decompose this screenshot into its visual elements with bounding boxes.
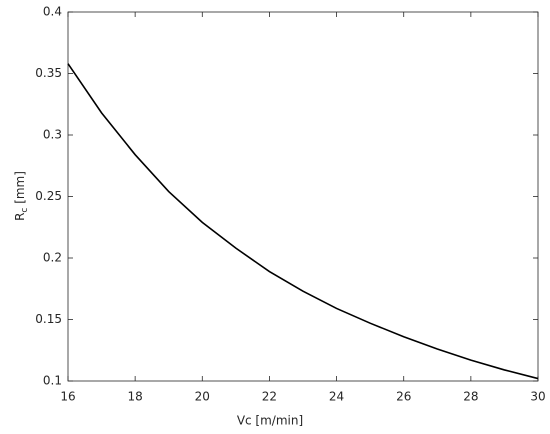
y-tick-label: 0.4 [43, 5, 62, 19]
x-tick-label: 22 [262, 390, 277, 404]
x-tick-label: 18 [128, 390, 143, 404]
y-label-sub: c [20, 208, 30, 213]
line [67, 63, 539, 380]
x-tick-label: 16 [60, 390, 75, 404]
y-tick-label: 0.15 [35, 312, 62, 326]
x-tick-label: 30 [530, 390, 545, 404]
x-tick-label: 28 [463, 390, 478, 404]
y-label-main: R [13, 213, 27, 221]
y-tick-label: 0.3 [43, 128, 62, 142]
x-tick-label: 20 [195, 390, 210, 404]
y-tick-label: 0.1 [43, 374, 62, 388]
x-tick-label: 24 [329, 390, 344, 404]
plot-area [67, 11, 539, 382]
y-tick-label: 0.25 [35, 189, 62, 203]
x-tick-label: 26 [396, 390, 411, 404]
y-tick-label: 0.2 [43, 251, 62, 265]
y-axis-label: Rc [mm] [13, 171, 30, 221]
x-axis-label: Vc [m/min] [237, 414, 303, 428]
y-tick-label: 0.35 [35, 66, 62, 80]
y-label-rest: [mm] [13, 171, 27, 208]
